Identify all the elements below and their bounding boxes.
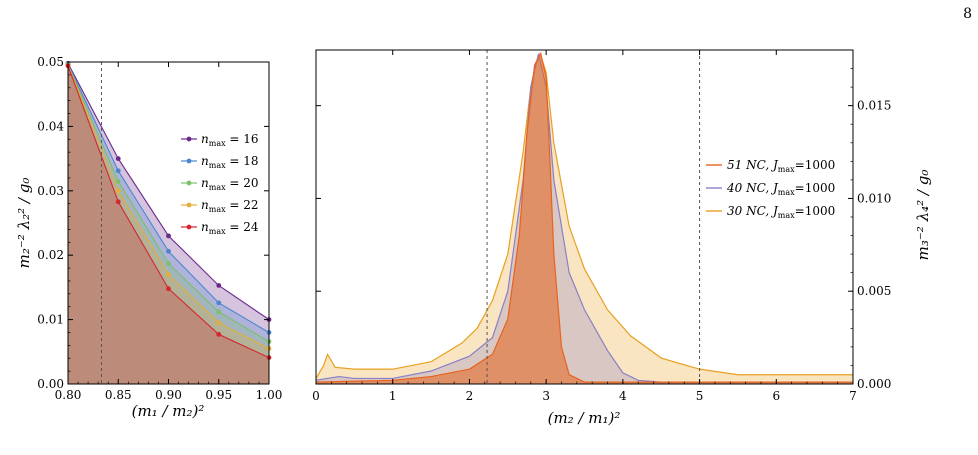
data-point xyxy=(115,168,121,174)
x-tick-label: 0 xyxy=(312,389,320,403)
series-line-3 xyxy=(316,52,853,383)
area-n-max-24 xyxy=(68,65,269,384)
data-point xyxy=(216,332,222,337)
right-axes: 0 1 2 3 4 5 6 70.000 0.005 0.010 0.015 xyxy=(312,49,891,403)
left-x-axis-label: (m₁ / m₂)² xyxy=(132,402,205,420)
x-tick-label: 0.85 xyxy=(105,388,132,402)
y-tick-label: 0.00 xyxy=(37,377,64,391)
data-point xyxy=(115,156,121,162)
left-chart: 0.80 0.85 0.90 0.95 1.00 0.00 0.01 0.02 0.03 0.04… xyxy=(15,55,282,420)
y-tick-label: 0.04 xyxy=(37,119,64,133)
data-point xyxy=(115,188,121,194)
data-point xyxy=(216,300,222,306)
right-y-axis-label: m₃⁻² λ₄² / g₀ xyxy=(914,170,932,261)
x-tick-label: 7 xyxy=(849,389,857,403)
y-tick-label: 0.000 xyxy=(857,377,891,391)
left-y-axis-label: m₂⁻² λ₂² / g₀ xyxy=(15,178,33,269)
data-point xyxy=(216,283,222,288)
right-x-axis-label: (m₂ / m₁)² xyxy=(548,409,621,427)
y-tick-label: 0.005 xyxy=(857,284,891,298)
x-tick-label: 3 xyxy=(542,389,550,403)
y-tick-label: 0.05 xyxy=(37,55,64,69)
series-line-2 xyxy=(316,53,853,383)
legend-entry: nmax = 16 xyxy=(201,132,259,148)
legend-entry: nmax = 24 xyxy=(201,220,259,236)
x-tick-label: 5 xyxy=(696,389,704,403)
y-tick-label: 0.010 xyxy=(857,191,891,205)
x-tick-label: 4 xyxy=(619,389,627,403)
data-point xyxy=(166,286,171,292)
x-tick-label: 1.00 xyxy=(256,388,283,402)
data-point xyxy=(115,178,121,184)
data-point xyxy=(216,320,222,326)
y-tick-label: 0.01 xyxy=(37,313,64,327)
x-tick-label: 1 xyxy=(389,389,397,403)
y-tick-label: 0.03 xyxy=(37,184,64,198)
y-tick-label: 0.015 xyxy=(857,99,891,113)
legend-swatch-marker xyxy=(186,158,192,164)
page-number: 8 xyxy=(963,6,972,22)
legend-swatch-marker xyxy=(186,136,192,142)
legend-entry: nmax = 20 xyxy=(201,176,259,192)
right-plot-area xyxy=(316,51,853,384)
data-point xyxy=(115,199,121,205)
x-tick-label: 0.95 xyxy=(205,388,232,402)
area-n-max-20 xyxy=(68,64,269,384)
data-point xyxy=(166,248,171,254)
x-tick-label: 0.90 xyxy=(155,388,182,402)
right-reference-lines xyxy=(486,50,701,384)
x-tick-label: 2 xyxy=(466,389,474,403)
area-n-max-22 xyxy=(68,65,269,384)
x-tick-label: 6 xyxy=(772,389,780,403)
left-legend: nmax = 16 nmax = 18 nmax = 20 nmax = 22 nmax… xyxy=(181,132,259,236)
area-series-2 xyxy=(316,53,853,384)
legend-entry: nmax = 18 xyxy=(201,154,259,170)
data-point xyxy=(166,233,171,239)
right-chart: 0 1 2 3 4 5 6 70.000 0.005 0.010 0.015 51 NC, Jmax… xyxy=(312,49,932,427)
legend-swatch-marker xyxy=(186,180,192,186)
legend-entry: 51 NC, Jmax=1000 xyxy=(727,158,835,174)
right-legend: 51 NC, Jmax=1000 40 NC, Jmax=1000 30 NC, J… xyxy=(706,158,835,220)
area-series-1 xyxy=(316,53,853,384)
legend-entry: nmax = 22 xyxy=(201,198,259,214)
legend-entry: 30 NC, Jmax=1000 xyxy=(727,204,835,220)
left-axes: 0.80 0.85 0.90 0.95 1.00 0.00 0.01 0.02 0.03 0.04… xyxy=(37,55,282,402)
legend-swatch-marker xyxy=(186,224,192,230)
data-point xyxy=(166,272,171,277)
legend-entry: 40 NC, Jmax=1000 xyxy=(726,181,835,197)
data-point xyxy=(216,309,222,315)
x-tick-label: 0.80 xyxy=(55,388,82,402)
data-point xyxy=(166,261,171,266)
legend-swatch-marker xyxy=(186,202,192,208)
y-tick-label: 0.02 xyxy=(37,248,64,262)
